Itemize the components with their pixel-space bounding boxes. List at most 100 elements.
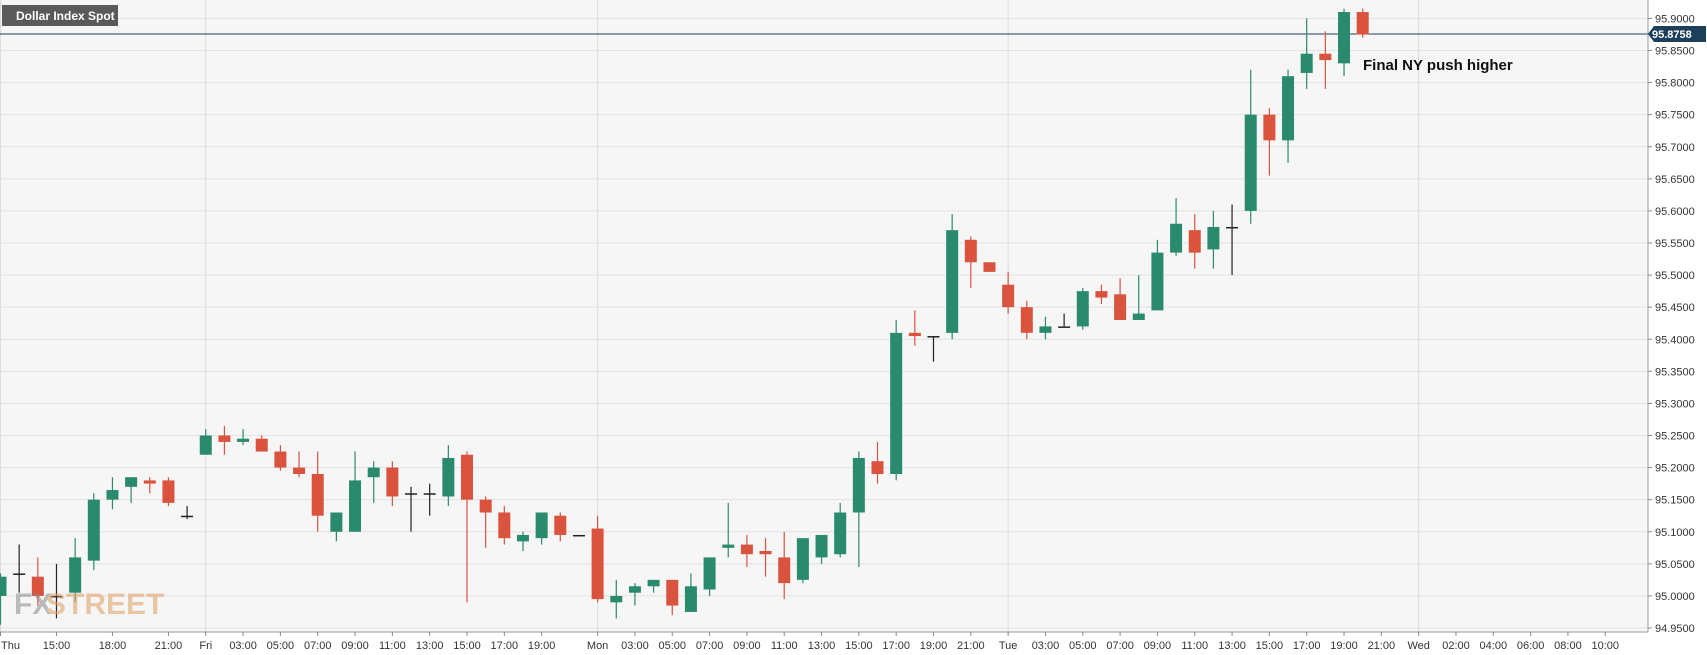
candle-body	[1263, 114, 1276, 141]
x-tick-label: 11:00	[1181, 640, 1208, 652]
candle-body	[610, 595, 623, 603]
symbol-label-box: Dollar Index Spot	[2, 5, 118, 26]
x-tick-label: 21:00	[957, 640, 985, 652]
x-tick-label: 15:00	[1256, 640, 1284, 652]
x-tick-label: 03:00	[621, 640, 649, 652]
candle-body	[1338, 12, 1351, 64]
y-tick-label: 95.7500	[1655, 110, 1695, 122]
candle-body	[162, 480, 175, 503]
candle-body	[255, 438, 268, 452]
y-tick-label: 95.9000	[1655, 13, 1695, 25]
candle-body	[218, 435, 231, 442]
candle-body	[1244, 114, 1257, 211]
y-tick-label: 95.4000	[1655, 334, 1695, 346]
candle-body	[125, 477, 138, 487]
candle-body	[1356, 12, 1369, 35]
y-tick-label: 95.0000	[1655, 591, 1695, 603]
current-price-label: 95.8758	[1652, 29, 1692, 41]
candle-body	[237, 438, 250, 442]
candle-body	[1282, 76, 1295, 141]
candle-body	[1058, 326, 1071, 328]
candle-body	[423, 493, 436, 495]
x-tick-label: Wed	[1407, 640, 1429, 652]
candle-body	[684, 586, 697, 612]
y-tick-label: 95.1500	[1655, 495, 1695, 507]
x-tick-label: 13:00	[808, 640, 836, 652]
symbol-label: Dollar Index Spot	[16, 9, 115, 23]
x-tick-label: Mon	[587, 640, 608, 652]
x-tick-label: 07:00	[696, 640, 724, 652]
x-tick-label: Tue	[999, 640, 1018, 652]
x-tick-label: 05:00	[267, 640, 295, 652]
x-tick-label: 21:00	[155, 640, 183, 652]
candle-body	[927, 336, 940, 338]
x-tick-label: 19:00	[1330, 640, 1358, 652]
x-tick-label: 11:00	[771, 640, 798, 652]
candle-body	[1020, 307, 1033, 333]
x-tick-label: 18:00	[99, 640, 127, 652]
x-tick-label: 07:00	[304, 640, 332, 652]
candle-body	[442, 457, 455, 497]
candle-body	[0, 576, 7, 596]
candle-body	[946, 230, 959, 333]
x-tick-label: 15:00	[43, 640, 71, 652]
x-tick-label: 15:00	[453, 640, 481, 652]
candle-body	[13, 573, 26, 575]
x-tick-label: 05:00	[658, 640, 686, 652]
candle-body	[983, 262, 996, 272]
y-tick-label: 95.2500	[1655, 431, 1695, 443]
candle-body	[1114, 294, 1127, 320]
candle-body	[50, 595, 63, 598]
x-tick-label: 10:00	[1591, 640, 1619, 652]
candle-body	[796, 538, 809, 580]
x-tick-label: 02:00	[1442, 640, 1470, 652]
candle-body	[199, 435, 212, 455]
candle-body	[890, 332, 903, 474]
x-tick-label: 17:00	[882, 640, 910, 652]
x-tick-label: 09:00	[341, 640, 369, 652]
candle-body	[1188, 230, 1201, 253]
x-axis: Thu 15:00 18:00 21:00 Fri 03:00 05:00 07:00 09:0…	[0, 631, 1648, 652]
x-tick-label: 19:00	[528, 640, 556, 652]
candle-body	[143, 480, 156, 484]
plot-background	[0, 0, 1648, 632]
annotation-text: Final NY push higher	[1363, 57, 1513, 74]
candle-body	[1226, 226, 1239, 229]
candle-body	[1170, 223, 1183, 253]
candle-body	[31, 576, 44, 596]
candle-body	[871, 461, 884, 474]
candle-body	[535, 512, 548, 539]
x-tick-label: 11:00	[379, 640, 406, 652]
candle-body	[349, 480, 362, 532]
y-tick-label: 95.7000	[1655, 142, 1695, 154]
y-tick-label: 95.3500	[1655, 366, 1695, 378]
y-tick-label: 95.8000	[1655, 78, 1695, 90]
x-tick-label: 09:00	[733, 640, 761, 652]
y-tick-label: 95.5000	[1655, 270, 1695, 282]
y-axis: 94.9500 95.0000 95.0500 95.1000 95.1500 95.20…	[1647, 0, 1695, 635]
candle-body	[293, 467, 306, 474]
candle-body	[722, 544, 735, 548]
current-price-tag: 95.8758	[1648, 25, 1706, 42]
candle-body	[516, 534, 529, 542]
candle-body	[1076, 291, 1089, 327]
y-tick-label: 95.0500	[1655, 559, 1695, 571]
x-tick-label: 08:00	[1554, 640, 1582, 652]
watermark-fx: FX	[14, 588, 52, 621]
candle-body	[628, 586, 641, 593]
y-tick-label: 95.1000	[1655, 527, 1695, 539]
y-tick-label: 95.5500	[1655, 238, 1695, 250]
candle-body	[461, 454, 473, 500]
x-tick-label: 03:00	[229, 640, 257, 652]
x-tick-label: 13:00	[416, 640, 444, 652]
candle-body	[1319, 53, 1332, 61]
y-tick-label: 95.6500	[1655, 174, 1695, 186]
candle-body	[274, 451, 287, 468]
candle-body	[1002, 284, 1015, 308]
x-tick-label: 05:00	[1069, 640, 1097, 652]
x-tick-label: 13:00	[1218, 640, 1246, 652]
candle-body	[498, 512, 511, 539]
candle-body	[1151, 252, 1164, 311]
y-tick-label: 95.6000	[1655, 206, 1695, 218]
